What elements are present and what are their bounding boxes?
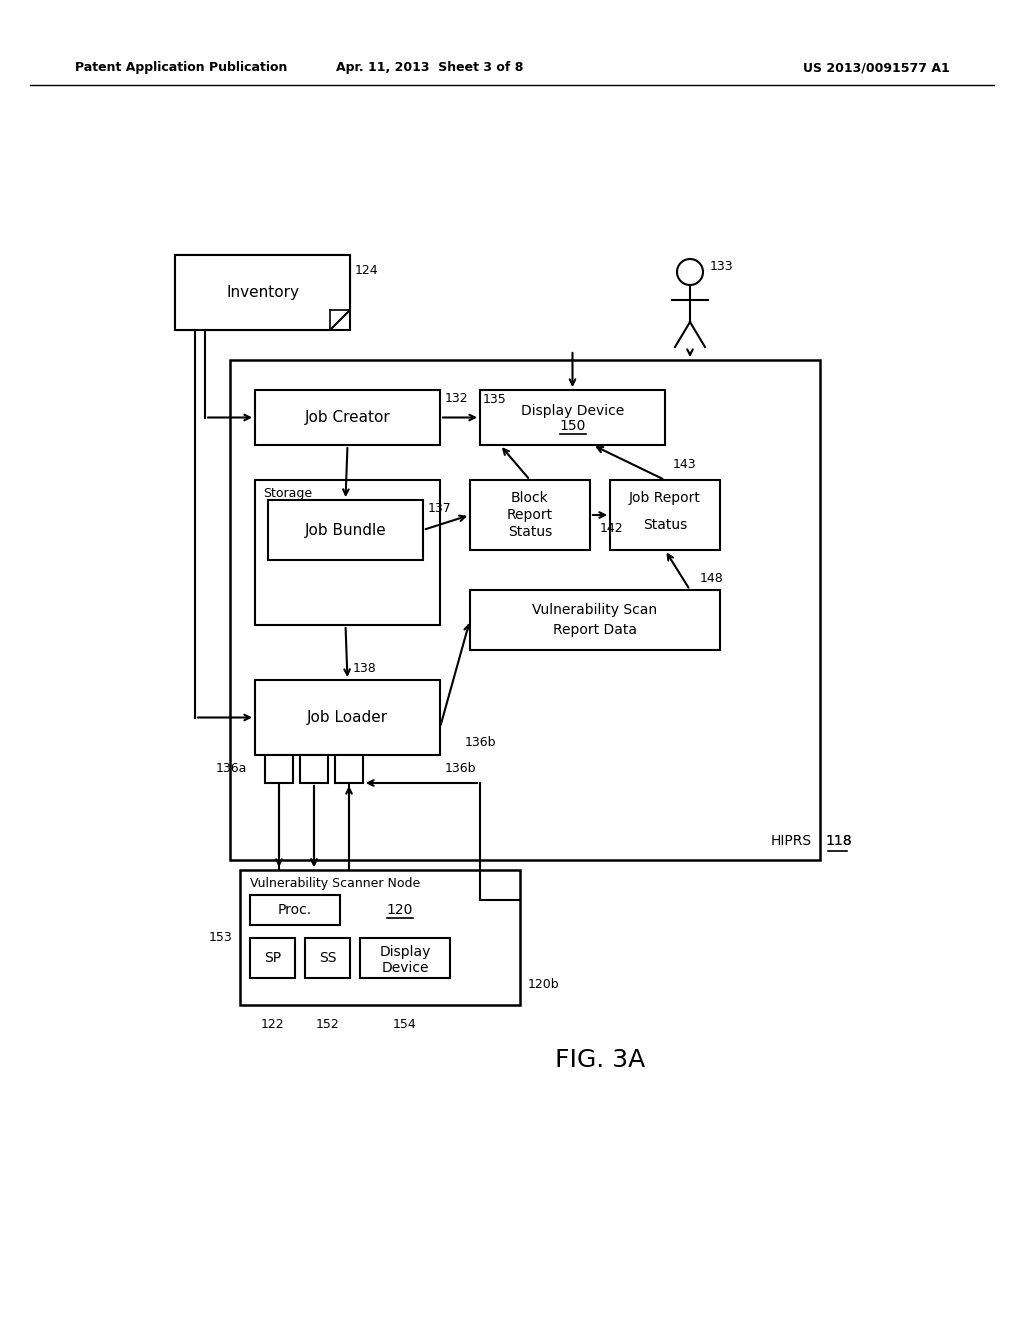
Text: 133: 133 bbox=[710, 260, 733, 273]
Polygon shape bbox=[175, 255, 350, 330]
Text: 137: 137 bbox=[428, 502, 452, 515]
FancyBboxPatch shape bbox=[250, 939, 295, 978]
Text: Apr. 11, 2013  Sheet 3 of 8: Apr. 11, 2013 Sheet 3 of 8 bbox=[336, 62, 523, 74]
Text: 118: 118 bbox=[825, 834, 852, 847]
Text: 148: 148 bbox=[700, 572, 724, 585]
Text: 122: 122 bbox=[261, 1019, 285, 1031]
FancyBboxPatch shape bbox=[300, 755, 328, 783]
FancyBboxPatch shape bbox=[480, 389, 665, 445]
Text: 120: 120 bbox=[387, 903, 414, 917]
Text: 136a: 136a bbox=[216, 763, 247, 776]
Text: Display Device: Display Device bbox=[521, 404, 624, 418]
Text: Status: Status bbox=[643, 517, 687, 532]
FancyBboxPatch shape bbox=[470, 480, 590, 550]
Text: Patent Application Publication: Patent Application Publication bbox=[75, 62, 288, 74]
Text: Block: Block bbox=[511, 491, 549, 506]
Text: HIPRS: HIPRS bbox=[771, 834, 812, 847]
Text: Report Data: Report Data bbox=[553, 623, 637, 638]
Text: 136b: 136b bbox=[445, 763, 476, 776]
Text: SP: SP bbox=[264, 950, 281, 965]
FancyBboxPatch shape bbox=[335, 755, 362, 783]
Text: 153: 153 bbox=[208, 931, 232, 944]
Text: 136b: 136b bbox=[465, 737, 497, 748]
Text: Vulnerability Scan: Vulnerability Scan bbox=[532, 603, 657, 616]
Text: Storage: Storage bbox=[263, 487, 312, 500]
FancyBboxPatch shape bbox=[268, 500, 423, 560]
Text: Proc.: Proc. bbox=[278, 903, 312, 917]
FancyBboxPatch shape bbox=[255, 680, 440, 755]
Text: 132: 132 bbox=[445, 392, 469, 404]
Text: 135: 135 bbox=[483, 393, 507, 407]
Text: Job Loader: Job Loader bbox=[307, 710, 388, 725]
FancyBboxPatch shape bbox=[250, 895, 340, 925]
FancyBboxPatch shape bbox=[175, 255, 350, 330]
FancyBboxPatch shape bbox=[255, 480, 440, 624]
Text: FIG. 3A: FIG. 3A bbox=[555, 1048, 645, 1072]
Text: Status: Status bbox=[508, 525, 552, 539]
Text: Job Report: Job Report bbox=[629, 491, 701, 506]
Text: 150: 150 bbox=[559, 418, 586, 433]
FancyBboxPatch shape bbox=[255, 389, 440, 445]
FancyBboxPatch shape bbox=[610, 480, 720, 550]
Text: 120b: 120b bbox=[528, 978, 560, 991]
Text: 142: 142 bbox=[600, 523, 624, 536]
Text: SS: SS bbox=[318, 950, 336, 965]
Text: Vulnerability Scanner Node: Vulnerability Scanner Node bbox=[250, 878, 420, 891]
Text: Job Bundle: Job Bundle bbox=[304, 523, 386, 537]
Text: 118: 118 bbox=[825, 834, 852, 847]
Text: 143: 143 bbox=[673, 458, 696, 471]
Text: Report: Report bbox=[507, 508, 553, 521]
FancyBboxPatch shape bbox=[265, 755, 293, 783]
FancyBboxPatch shape bbox=[470, 590, 720, 649]
Text: 154: 154 bbox=[393, 1019, 417, 1031]
FancyBboxPatch shape bbox=[240, 870, 520, 1005]
Text: US 2013/0091577 A1: US 2013/0091577 A1 bbox=[803, 62, 950, 74]
Text: Job Creator: Job Creator bbox=[304, 411, 390, 425]
Text: 124: 124 bbox=[355, 264, 379, 276]
Text: Device: Device bbox=[381, 961, 429, 975]
FancyBboxPatch shape bbox=[230, 360, 820, 861]
Text: 152: 152 bbox=[315, 1019, 339, 1031]
FancyBboxPatch shape bbox=[360, 939, 450, 978]
FancyBboxPatch shape bbox=[305, 939, 350, 978]
Text: Display: Display bbox=[379, 945, 431, 960]
Text: 138: 138 bbox=[352, 661, 376, 675]
Text: Inventory: Inventory bbox=[226, 285, 299, 300]
